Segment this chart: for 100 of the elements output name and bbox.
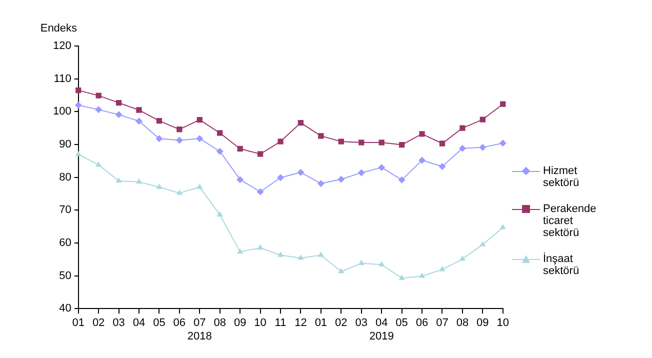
- point: [237, 146, 243, 152]
- x-tick-label: 05: [396, 317, 408, 330]
- point: [298, 254, 304, 260]
- point: [398, 142, 405, 148]
- point: [479, 144, 486, 151]
- point: [76, 87, 82, 94]
- point: [378, 261, 385, 266]
- x-tick-label: 08: [456, 317, 469, 330]
- x-tick-label: 12: [294, 317, 307, 330]
- x-tick-label: 04: [132, 317, 146, 330]
- x-tick-label: 03: [355, 317, 368, 330]
- y-tick-label: 40: [59, 302, 72, 315]
- point: [136, 118, 142, 125]
- point: [176, 136, 183, 144]
- point: [196, 135, 204, 142]
- point: [278, 138, 284, 144]
- y-tick-label: 80: [59, 171, 72, 184]
- point: [237, 248, 244, 254]
- point: [398, 274, 405, 280]
- x-tick-label: 07: [436, 317, 448, 330]
- point: [500, 224, 506, 230]
- legend-label: Hizmet sektörü: [543, 165, 580, 189]
- y-tick-label: 110: [54, 72, 72, 85]
- point: [74, 102, 82, 109]
- point: [398, 176, 406, 184]
- point: [500, 101, 506, 107]
- point: [196, 184, 203, 189]
- point: [298, 120, 304, 126]
- point: [95, 106, 102, 114]
- point: [217, 130, 223, 136]
- point: [480, 116, 486, 122]
- point: [338, 138, 344, 144]
- x-tick-label: 02: [335, 317, 348, 330]
- point: [256, 188, 264, 196]
- point: [216, 211, 223, 216]
- x-tick-label: 01: [72, 317, 84, 330]
- x-tick-label: 10: [496, 317, 510, 330]
- point: [136, 107, 142, 113]
- point: [115, 111, 122, 118]
- point: [317, 180, 324, 188]
- point: [156, 184, 162, 189]
- x-tick-label: 06: [416, 317, 428, 330]
- point: [116, 100, 122, 106]
- point: [419, 131, 425, 137]
- point: [257, 244, 264, 250]
- point: [358, 260, 364, 266]
- point: [257, 151, 264, 157]
- point: [156, 135, 163, 142]
- point: [318, 133, 324, 139]
- point: [499, 140, 506, 147]
- point: [297, 168, 304, 176]
- y-tick-label: 60: [59, 236, 72, 249]
- point: [439, 140, 446, 146]
- point: [277, 252, 284, 257]
- point: [439, 266, 446, 272]
- point: [216, 148, 224, 155]
- point: [460, 125, 466, 131]
- x-tick-label: 09: [234, 317, 246, 330]
- x-tick-label: 07 2018: [187, 317, 212, 342]
- point: [75, 150, 82, 156]
- point: [318, 252, 324, 257]
- y-axis-title: Endeks: [40, 22, 78, 35]
- point: [459, 256, 466, 261]
- x-tick-label: 10: [254, 317, 266, 330]
- point: [458, 144, 466, 152]
- point: [116, 177, 122, 183]
- y-tick-label: 70: [59, 204, 72, 216]
- point: [136, 178, 142, 184]
- x-tick-label: 01: [314, 317, 328, 330]
- x-tick-label: 05: [153, 317, 166, 330]
- x-tick-label: 11: [274, 317, 286, 330]
- x-tick-label: 08: [214, 317, 226, 330]
- point: [418, 272, 426, 278]
- point: [156, 118, 162, 124]
- point: [96, 92, 102, 98]
- point: [418, 156, 426, 164]
- point: [378, 164, 386, 171]
- point: [438, 162, 446, 170]
- point: [480, 241, 486, 246]
- point: [176, 126, 182, 132]
- y-tick-label: 120: [52, 40, 72, 52]
- point: [277, 174, 284, 182]
- legend-label: Perakende ticaret sektörü: [543, 203, 598, 239]
- y-tick-label: 90: [59, 138, 72, 151]
- y-tick-label: 100: [52, 106, 72, 118]
- point: [338, 176, 345, 183]
- x-tick-label: 02: [92, 317, 105, 330]
- y-tick-label: 50: [59, 270, 72, 282]
- point: [358, 169, 365, 176]
- x-tick-label: 04 2019: [369, 317, 394, 342]
- point: [176, 190, 182, 195]
- point: [358, 140, 364, 146]
- point: [236, 176, 244, 184]
- point: [338, 268, 344, 274]
- x-tick-label: 09: [476, 317, 489, 330]
- point: [378, 140, 384, 146]
- legend-label: İnşaat sektörü: [543, 253, 580, 277]
- point: [196, 117, 202, 123]
- x-tick-label: 06: [173, 317, 186, 330]
- x-tick-label: 03: [112, 317, 125, 330]
